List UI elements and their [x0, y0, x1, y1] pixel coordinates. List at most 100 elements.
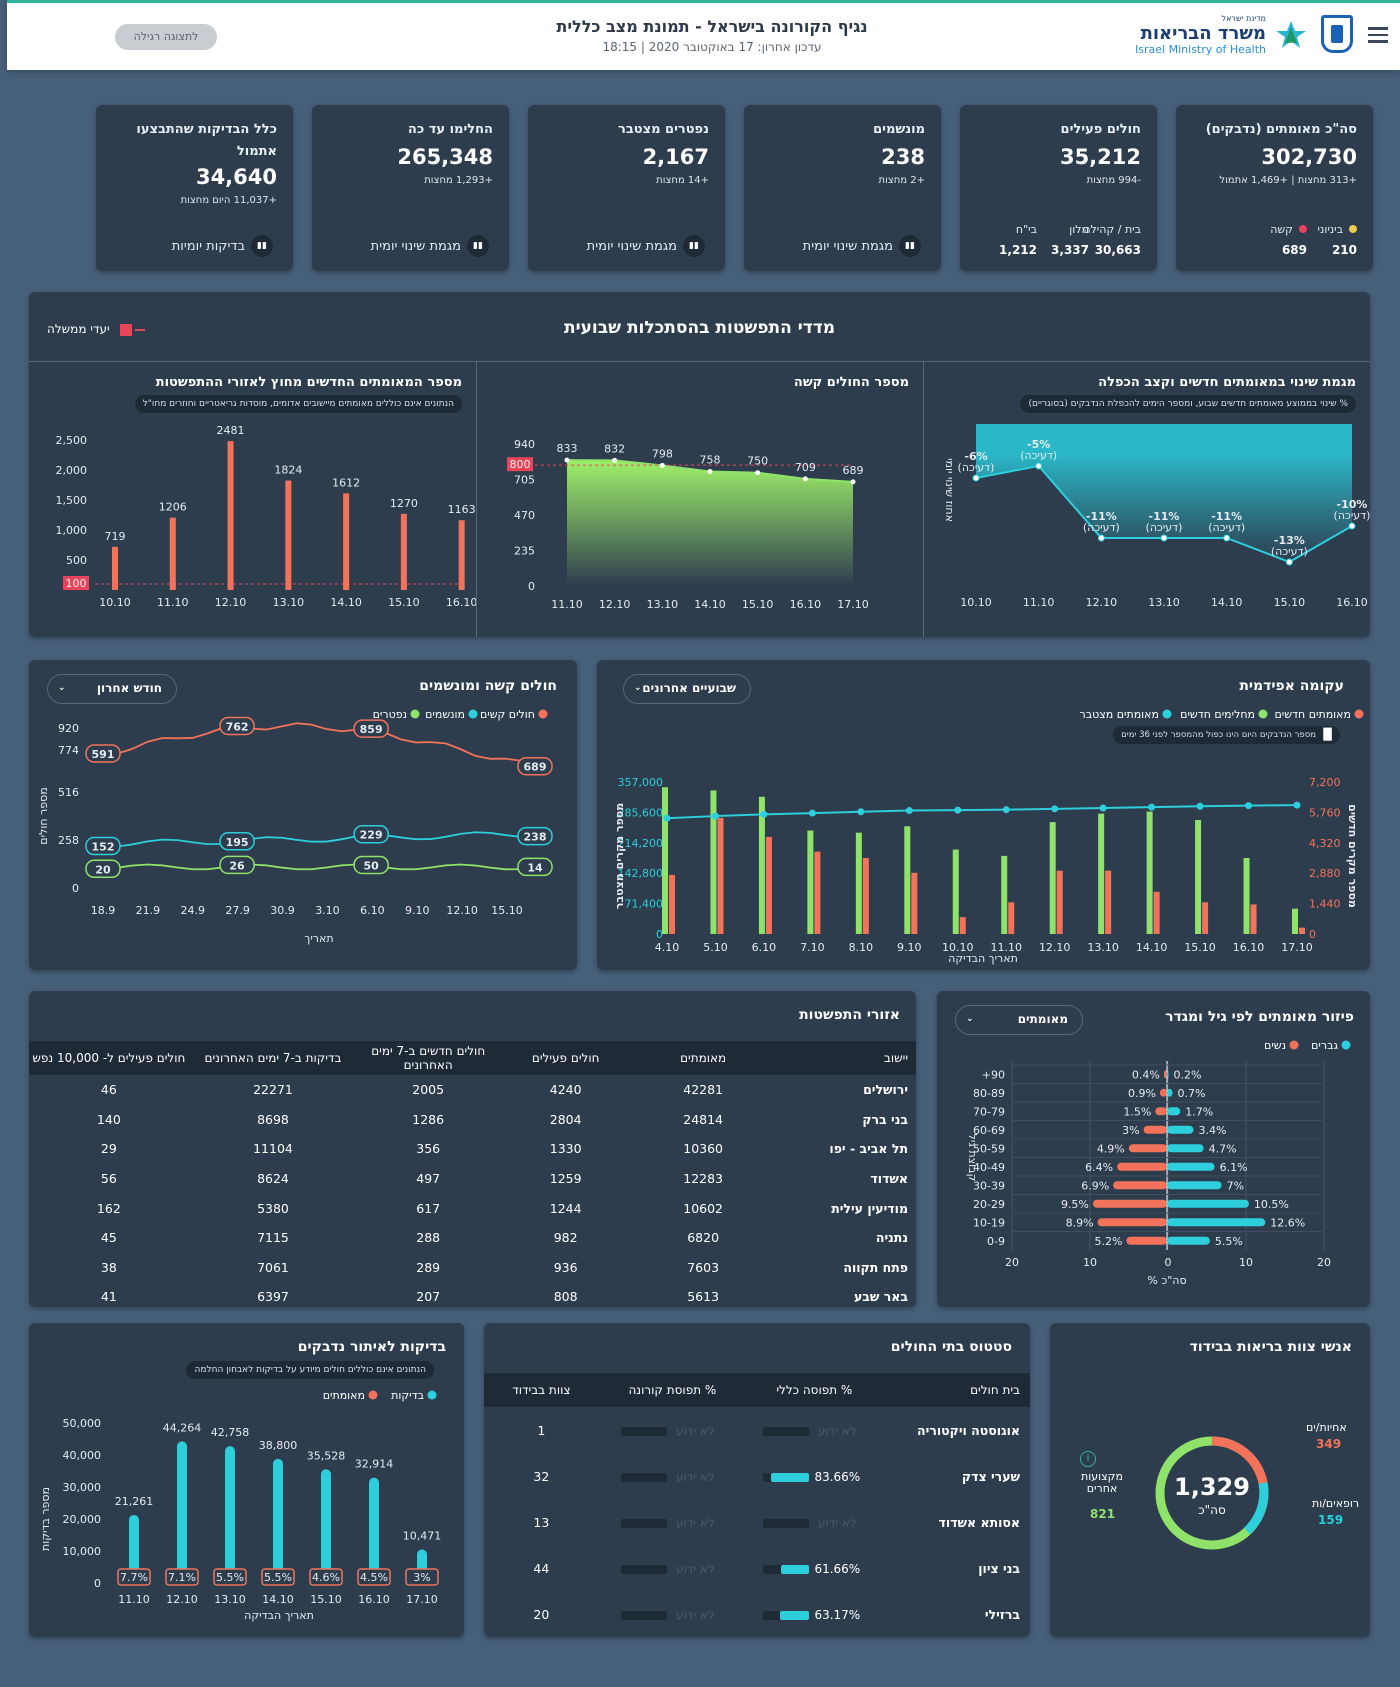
age-metric-dropdown[interactable]: מאומתים ⌄ — [955, 1005, 1083, 1035]
x-axis-title: % סה"כ — [1147, 1274, 1186, 1287]
ministry-logo-icon — [1275, 19, 1307, 49]
kpi-trend-link[interactable]: מגמת שינוי יומית — [802, 239, 893, 254]
bar-chart-icon[interactable]: ▮▮ — [899, 235, 921, 257]
occupancy-bar — [621, 1564, 668, 1574]
data-label: 1163 — [448, 503, 476, 516]
table-row[interactable]: באר שבע 5613 808 207 6397 41 — [29, 1282, 916, 1307]
table-row[interactable]: ברזילי 63.17% לא ידוע 20 — [484, 1591, 1030, 1637]
bar-recovered — [662, 787, 668, 934]
kpi-delta: +313 מחצות | +1,469 אתמול — [1219, 175, 1357, 186]
table-cell: 10602 — [683, 1200, 724, 1216]
data-label: 20 — [95, 863, 111, 876]
bar-men — [1167, 1199, 1249, 1208]
staff-isolation-cell: 20 — [533, 1606, 550, 1622]
legend-dot — [427, 1390, 437, 1400]
severe-line — [102, 722, 536, 768]
severe-vent-chart: חולים קשים מונשמים נפטרים 0 258 516 774 920 מספר… — [37, 708, 553, 945]
bar-men — [1167, 1162, 1215, 1171]
age-group-label: 10-19 — [973, 1216, 1005, 1229]
bar-women — [1117, 1162, 1167, 1171]
growth-info: % שינוי בממוצע מאומתים חדשים שבוע, ומספר… — [1020, 395, 1356, 413]
value-badge — [219, 716, 255, 736]
y-tick-label: 2,500 — [56, 434, 88, 447]
bar-chart-icon[interactable]: ▮▮ — [683, 235, 705, 257]
point — [954, 806, 962, 814]
x-tick-label: 8.10 — [849, 941, 874, 954]
data-label: -11% — [1149, 510, 1180, 523]
occupancy-bar — [763, 1472, 810, 1482]
table-row[interactable]: שערי צדק 83.66% לא ידוע 32 — [484, 1453, 1030, 1499]
table-cell: 356 — [416, 1141, 441, 1157]
kpi-value: 34,640 — [195, 165, 277, 189]
chevron-down-icon: ⌄ — [966, 1014, 974, 1024]
staff-total: 1,329 — [1174, 1473, 1250, 1501]
point — [663, 814, 671, 822]
severe-vent-range-value: חודש אחרון — [96, 681, 162, 695]
column-header[interactable]: יישוב — [774, 1041, 916, 1075]
legend-label: נשים — [1264, 1039, 1286, 1052]
column-header[interactable]: חולים פעילים ל- 10,000 נפש — [29, 1041, 189, 1075]
column-header[interactable]: צוות בבידוד — [484, 1373, 599, 1407]
x-tick-label: 27.9 — [225, 904, 250, 917]
kpi-trend-link[interactable]: בדיקות יומיות — [171, 239, 245, 254]
data-label: -10% — [1337, 498, 1368, 511]
legend-dot — [368, 1390, 378, 1400]
occupancy-value: לא ידוע — [676, 1607, 715, 1622]
table-cell: 808 — [553, 1289, 578, 1305]
table-row[interactable]: פתח תקווה 7603 936 289 7061 38 — [29, 1253, 916, 1283]
table-row[interactable]: נתניה 6820 982 288 7115 45 — [29, 1223, 916, 1253]
data-label: -11% — [1086, 510, 1117, 523]
point — [1348, 522, 1356, 530]
age-title: פיזור מאומתים לפי גיל ומגדר — [1165, 1009, 1354, 1025]
kpi-trend-link[interactable]: מגמת שינוי יומית — [586, 239, 677, 254]
point — [1223, 534, 1231, 542]
y-tick-label: 2,000 — [56, 464, 88, 477]
y-tick-label: 0 — [94, 1577, 101, 1590]
table-row[interactable]: אוגוסטה ויקטוריה לא ידוע לא ידוע 1 — [484, 1407, 1030, 1453]
table-row[interactable]: ירושלים 42281 4240 2005 22271 46 — [29, 1075, 916, 1105]
bar-men — [1167, 1144, 1204, 1153]
column-header[interactable]: בית חולים — [882, 1373, 1030, 1407]
occupancy-cell: לא ידוע — [746, 1499, 883, 1545]
bar-new-cases — [1202, 902, 1209, 934]
hospitals-panel: סטטוס בתי החולים בית חולים% תפוסה כללי% … — [484, 1323, 1030, 1637]
table-row[interactable]: אשדוד 12283 1259 497 8624 56 — [29, 1164, 916, 1194]
column-header[interactable]: חולים פעילים — [499, 1041, 633, 1075]
menu-icon[interactable] — [1368, 27, 1388, 43]
table-row[interactable]: בני ברק 24814 2804 1286 8698 140 — [29, 1105, 916, 1135]
y-axis-title: קבוצת גיל — [966, 1134, 979, 1182]
bar-new-cases — [669, 874, 675, 934]
column-header[interactable]: חולים חדשים ב-7 ימים האחרונים — [357, 1041, 500, 1075]
positive-rate-badge — [405, 1568, 439, 1586]
table-row[interactable]: תל אביב - יפו 10360 1330 356 11104 29 — [29, 1134, 916, 1164]
info-icon[interactable]: i — [1080, 1451, 1096, 1467]
data-label: -11% — [1211, 510, 1242, 523]
bar-new-cases — [1153, 891, 1160, 934]
epi-range-dropdown[interactable]: שבועיים אחרונים ⌄ — [623, 674, 751, 704]
data-label: 21,261 — [115, 1495, 154, 1508]
column-header[interactable]: % תפוסת קורונה — [598, 1373, 747, 1407]
bar-new-cases — [814, 851, 821, 934]
kpi-trend-link[interactable]: מגמת שינוי יומית — [370, 239, 461, 254]
x-tick-label: 16.10 — [1233, 941, 1265, 954]
bar-men — [1167, 1181, 1222, 1190]
table-row[interactable]: בני ציון 61.66% לא ידוע 44 — [484, 1545, 1030, 1591]
city-name: בני ברק — [862, 1111, 908, 1127]
kpi-split-value: 30,663 — [1094, 243, 1141, 257]
table-row[interactable]: אסותא אשדוד לא ידוע לא ידוע 13 — [484, 1499, 1030, 1545]
column-header[interactable]: % תפוסה כללי — [746, 1373, 883, 1407]
toggle-view-button[interactable]: לתצוגה רגילה — [115, 24, 217, 50]
page-title: נגיף הקורונה בישראל - תמונת מצב כללית — [556, 17, 868, 36]
x-tick-label: 13.10 — [1087, 941, 1119, 954]
table-row[interactable]: מודיעין עילית 10602 1244 617 5380 162 — [29, 1193, 916, 1223]
bar — [343, 493, 350, 590]
x-tick-label: 13.10 — [214, 1593, 246, 1606]
bar-new-cases — [911, 872, 918, 934]
bar-chart-icon[interactable]: ▮▮ — [251, 235, 273, 257]
y-tick-label: 705 — [514, 474, 535, 487]
severe-vent-range-dropdown[interactable]: חודש אחרון ⌄ — [47, 674, 177, 704]
column-header[interactable]: בדיקות ב-7 ימים האחרונים — [188, 1041, 358, 1075]
column-header[interactable]: מאומתים — [632, 1041, 775, 1075]
table-cell: 24814 — [683, 1111, 724, 1127]
bar-chart-icon[interactable]: ▮▮ — [467, 235, 489, 257]
